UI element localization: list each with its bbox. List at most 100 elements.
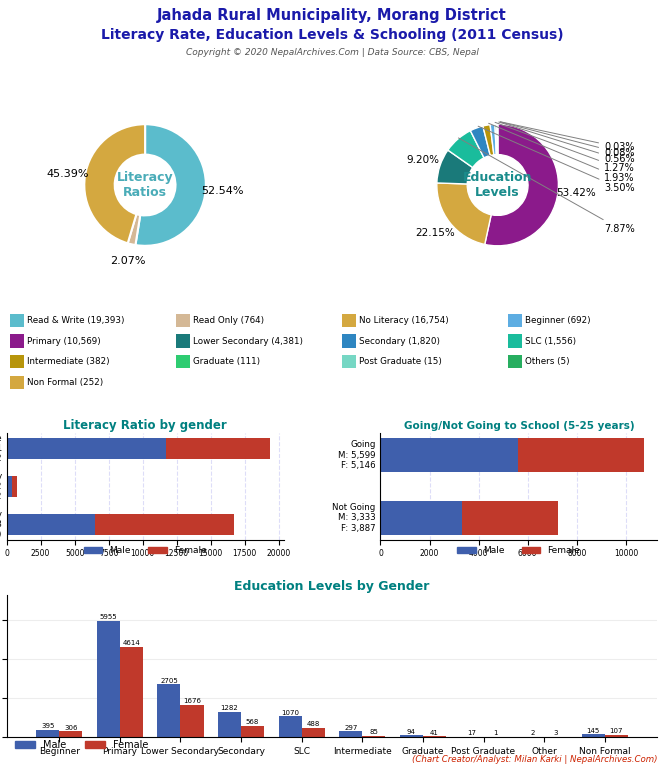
Text: Others (5): Others (5) [525,357,570,366]
Wedge shape [495,124,497,154]
Text: Beginner (692): Beginner (692) [525,316,591,325]
Bar [582,734,605,737]
Bar [96,514,234,535]
Bar [7,476,12,497]
Bar [10,355,24,369]
Bar [7,438,166,459]
Text: 94: 94 [407,729,416,735]
Text: 85: 85 [369,729,378,735]
Text: 1070: 1070 [281,710,299,716]
Bar [342,334,356,348]
Text: 306: 306 [64,724,78,730]
Text: 1.27%: 1.27% [495,122,635,173]
Text: 1: 1 [493,730,497,737]
Text: 3.50%: 3.50% [478,126,635,193]
Text: Non Formal (252): Non Formal (252) [27,378,104,387]
Text: 2.07%: 2.07% [110,256,145,266]
Text: 4614: 4614 [122,641,140,647]
Text: Literacy Rate, Education Levels & Schooling (2011 Census): Literacy Rate, Education Levels & School… [101,28,563,42]
Legend: Male, Female: Male, Female [11,736,152,753]
Wedge shape [490,124,496,155]
Bar [176,313,190,327]
Text: Read Only (764): Read Only (764) [193,316,264,325]
Bar [279,717,301,737]
Title: Going/Not Going to School (5-25 years): Going/Not Going to School (5-25 years) [404,421,634,431]
Text: 0.03%: 0.03% [500,122,635,152]
Bar [10,313,24,327]
Text: Primary (10,569): Primary (10,569) [27,336,101,346]
Text: Post Graduate (15): Post Graduate (15) [359,357,442,366]
Text: 568: 568 [246,720,259,726]
Bar [176,334,190,348]
Bar [59,731,82,737]
Title: Literacy Ratio by gender: Literacy Ratio by gender [63,419,227,432]
Wedge shape [135,124,206,246]
Bar [518,438,644,472]
Bar [218,712,241,737]
Bar [508,313,522,327]
Bar [10,376,24,389]
Text: 1282: 1282 [220,706,238,711]
Wedge shape [485,124,558,246]
Bar [380,438,518,472]
Bar [605,735,627,737]
Text: 145: 145 [586,727,600,733]
Bar [462,501,558,535]
Text: (Chart Creator/Analyst: Milan Karki | NepalArchives.Com): (Chart Creator/Analyst: Milan Karki | Ne… [412,755,657,764]
Bar [12,476,17,497]
Legend: Male, Female: Male, Female [80,542,210,558]
Wedge shape [470,126,490,158]
Bar [339,731,363,737]
Bar [400,736,423,737]
Text: 0.56%: 0.56% [499,122,635,164]
Text: Literacy
Ratios: Literacy Ratios [117,171,173,199]
Wedge shape [448,131,484,167]
Text: 0.08%: 0.08% [500,122,635,157]
Bar [508,355,522,369]
Text: 395: 395 [41,723,54,729]
Text: 297: 297 [344,725,357,730]
Text: Education
Levels: Education Levels [463,171,533,199]
Text: 2: 2 [531,730,535,737]
Bar [120,647,143,737]
Wedge shape [127,214,140,245]
Bar [181,704,203,737]
Text: 22.15%: 22.15% [415,228,455,239]
Wedge shape [437,183,491,244]
Text: 3: 3 [553,730,558,737]
Legend: Male, Female: Male, Female [454,542,584,558]
Title: Education Levels by Gender: Education Levels by Gender [234,580,430,593]
Text: Copyright © 2020 NepalArchives.Com | Data Source: CBS, Nepal: Copyright © 2020 NepalArchives.Com | Dat… [185,48,479,57]
Text: 1.93%: 1.93% [489,124,635,183]
Bar [7,514,96,535]
Text: 9.20%: 9.20% [406,155,439,165]
Text: 488: 488 [307,721,320,727]
Text: Jahada Rural Municipality, Morang District: Jahada Rural Municipality, Morang Distri… [157,8,507,23]
Text: 107: 107 [610,728,623,734]
Text: Graduate (111): Graduate (111) [193,357,260,366]
Text: 17: 17 [467,730,477,737]
Text: Intermediate (382): Intermediate (382) [27,357,110,366]
Text: 53.42%: 53.42% [556,188,596,198]
Wedge shape [437,150,473,184]
Text: 41: 41 [430,730,439,736]
Text: 1676: 1676 [183,698,201,703]
Bar [166,438,270,459]
Text: 52.54%: 52.54% [201,186,244,196]
Bar [241,727,264,737]
Bar [342,355,356,369]
Text: 45.39%: 45.39% [47,169,90,179]
Text: Lower Secondary (4,381): Lower Secondary (4,381) [193,336,303,346]
Bar [301,728,325,737]
Text: 7.87%: 7.87% [458,138,635,233]
Bar [10,334,24,348]
Text: No Literacy (16,754): No Literacy (16,754) [359,316,449,325]
Bar [342,313,356,327]
Text: Secondary (1,820): Secondary (1,820) [359,336,440,346]
Text: 2705: 2705 [160,677,178,684]
Bar [157,684,181,737]
Bar [176,355,190,369]
Text: Read & Write (19,393): Read & Write (19,393) [27,316,125,325]
Text: SLC (1,556): SLC (1,556) [525,336,576,346]
Bar [37,730,59,737]
